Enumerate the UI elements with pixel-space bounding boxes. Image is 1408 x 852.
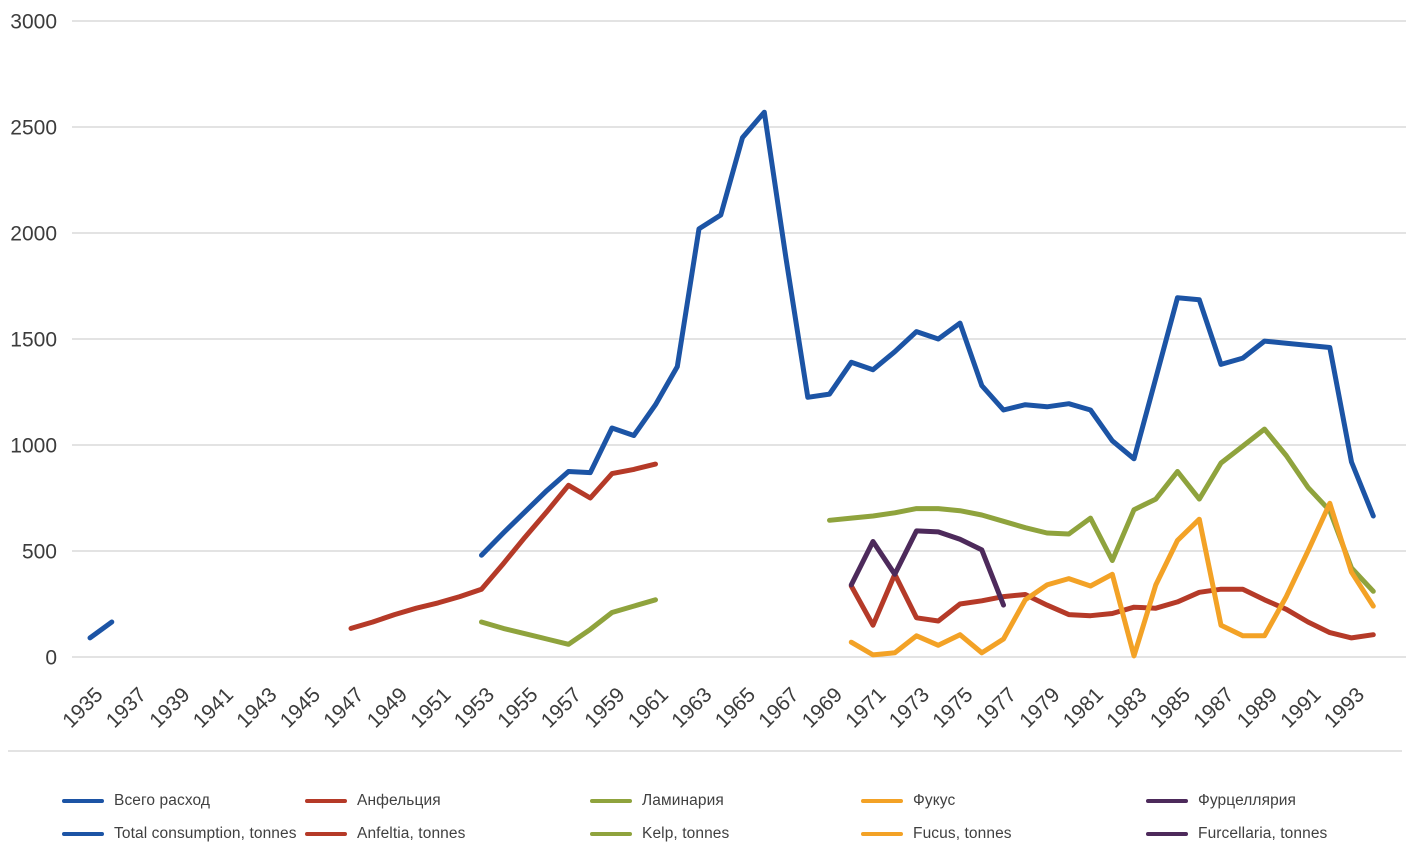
x-axis-tick-label: 1949 (363, 683, 412, 732)
x-axis-tick-label: 1939 (145, 683, 194, 732)
x-axis-tick-label: 1961 (624, 683, 673, 732)
x-axis-tick-label: 1979 (1015, 683, 1064, 732)
x-axis-tick-label: 1977 (972, 683, 1021, 732)
y-axis-tick-label: 500 (22, 541, 57, 564)
series-line-total (479, 109, 1376, 558)
x-axis-tick-label: 1943 (232, 683, 281, 732)
x-axis-tick-label: 1967 (754, 683, 803, 732)
x-axis-tick-label: 1987 (1189, 683, 1238, 732)
y-axis-tick-label: 0 (45, 647, 57, 670)
series-line-furcellaria (848, 528, 1006, 608)
x-axis-tick-label: 1955 (493, 683, 542, 732)
series-line-kelp (827, 426, 1376, 594)
x-axis-tick-label: 1965 (711, 683, 760, 732)
x-axis-tick-label: 1937 (102, 683, 151, 732)
series-line-fucus (848, 500, 1376, 659)
x-axis-tick-label: 1981 (1059, 683, 1108, 732)
x-axis-tick-label: 1957 (537, 683, 586, 732)
x-axis-tick-label: 1993 (1320, 683, 1369, 732)
series-line-anfeltia (348, 461, 658, 631)
x-axis-tick-label: 1953 (450, 683, 499, 732)
x-axis-tick-label: 1969 (798, 683, 847, 732)
x-axis-tick-label: 1935 (58, 683, 107, 732)
x-axis-tick-label: 1945 (276, 683, 325, 732)
x-axis-tick-label: 1989 (1233, 683, 1282, 732)
x-axis-tick-label: 1947 (319, 683, 368, 732)
x-axis-tick-label: 1985 (1146, 683, 1195, 732)
x-axis-tick-label: 1991 (1276, 683, 1325, 732)
y-axis-tick-label: 3000 (10, 11, 57, 34)
x-axis-tick-label: 1941 (189, 683, 238, 732)
x-axis-tick-label: 1973 (885, 683, 934, 732)
y-axis-tick-label: 2500 (10, 117, 57, 140)
x-axis-tick-label: 1975 (928, 683, 977, 732)
x-axis-tick-label: 1971 (841, 683, 890, 732)
x-axis-tick-label: 1983 (1102, 683, 1151, 732)
x-axis-tick-label: 1963 (667, 683, 716, 732)
y-axis-tick-label: 2000 (10, 223, 57, 246)
series-line-kelp (479, 597, 658, 647)
x-axis-tick-label: 1951 (406, 683, 455, 732)
y-axis-tick-label: 1500 (10, 329, 57, 352)
series-line-anfeltia (848, 571, 1376, 641)
x-axis-tick-label: 1959 (580, 683, 629, 732)
series-line-total (87, 619, 115, 641)
y-axis-tick-label: 1000 (10, 435, 57, 458)
